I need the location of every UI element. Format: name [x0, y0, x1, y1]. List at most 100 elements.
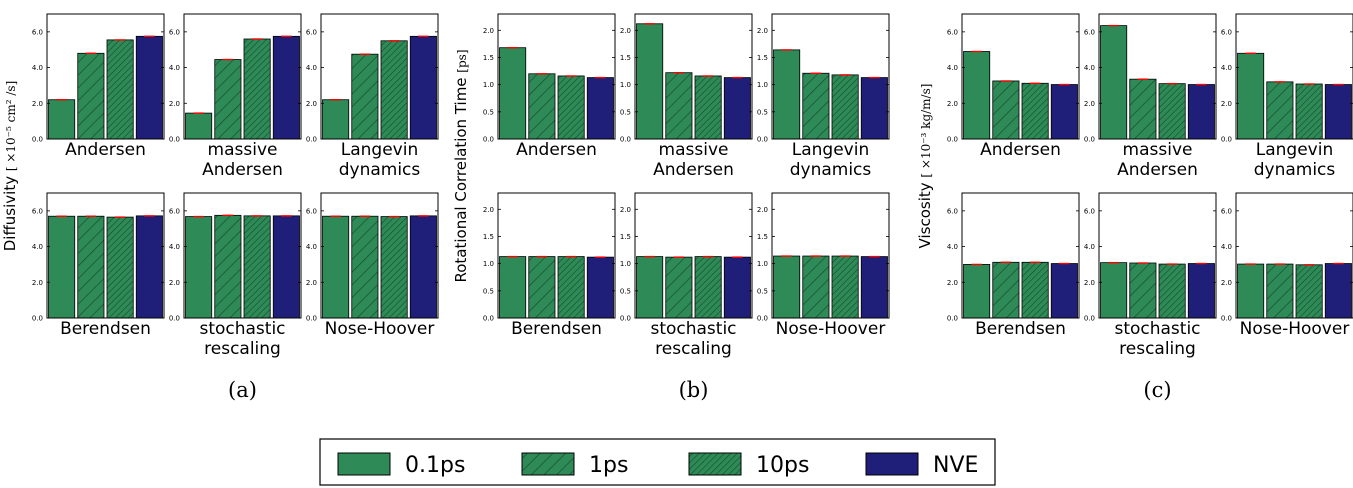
chart-group-1: 0.02.04.06.0Andersen0.02.04.06.0massiveA…	[1, 13, 439, 402]
panel: 0.0 2.0 4.0 6.0 Andersen	[32, 13, 165, 160]
y-tick-label: 0.0	[306, 315, 317, 323]
bar-0.1ps	[48, 99, 76, 140]
y-axis-label: Viscosity [ ×10⁻³ kg/m/s]	[916, 84, 934, 249]
bar-NVE	[860, 256, 888, 319]
panel-title: massive	[659, 140, 729, 160]
bar-10ps	[243, 38, 271, 140]
bar-0.1ps	[1237, 52, 1265, 140]
y-tick-label: 0.5	[483, 108, 494, 116]
bar-NVE	[1050, 84, 1078, 140]
bar-10ps	[1021, 261, 1049, 319]
panel-frame	[497, 13, 616, 140]
bar-1ps	[77, 52, 105, 140]
bar-10ps	[694, 256, 722, 319]
bar-0.1ps	[499, 47, 527, 140]
bar-10ps	[1021, 82, 1049, 140]
y-tick-label: 0.0	[1221, 136, 1232, 144]
y-tick-label: 1.5	[620, 233, 631, 241]
y-tick-label: 0.0	[757, 136, 768, 144]
y-tick-label: 6.0	[947, 207, 958, 215]
chart-group-2: 0.0 0.5 1.0 1.5 2.0 Andersen 0.0 0.5 1.0 1.5 2.0 ma…	[452, 13, 890, 402]
bar-NVE	[409, 35, 437, 140]
bar-10ps	[380, 216, 408, 319]
bar-NVE	[272, 35, 300, 140]
panel-frame	[771, 192, 890, 319]
bar-10ps	[831, 255, 859, 319]
bar-NVE	[723, 77, 751, 140]
y-axis-label: Rotational Correlation Time [ps]	[452, 49, 470, 282]
bar-10ps	[1158, 83, 1186, 140]
panel-title: Berendsen	[975, 319, 1066, 339]
panel: 0.0 2.0 4.0 6.0 Nose-Hoover	[1221, 192, 1353, 339]
bar-1ps	[992, 261, 1020, 319]
y-tick-label: 4.0	[306, 243, 317, 251]
panel: 0.0 2.0 4.0 6.0 Andersen	[947, 13, 1080, 160]
y-tick-label: 1.0	[757, 260, 768, 268]
bar-10ps	[831, 74, 859, 140]
bar-10ps	[106, 39, 134, 140]
bar-0.1ps	[185, 112, 213, 140]
bar-0.1ps	[185, 216, 213, 319]
y-tick-label: 2.0	[169, 100, 180, 108]
legend-swatch-0.1ps	[337, 452, 391, 476]
panel-frame	[771, 13, 890, 140]
y-tick-label: 2.0	[620, 27, 631, 35]
bar-NVE	[1324, 84, 1352, 140]
y-tick-label: 0.0	[306, 136, 317, 144]
panel-title: Nose-Hoover	[1240, 319, 1350, 339]
y-tick-label: 0.0	[757, 315, 768, 323]
panel-frame	[634, 13, 753, 140]
legend-swatch-NVE	[865, 452, 919, 476]
bar-1ps	[1266, 263, 1294, 319]
bar-1ps	[77, 215, 105, 319]
panel-frame	[497, 192, 616, 319]
bar-NVE	[409, 215, 437, 319]
panel-frame	[961, 13, 1080, 140]
y-tick-label: 1.0	[620, 81, 631, 89]
bar-NVE	[272, 215, 300, 319]
panel-title: dynamics	[1254, 160, 1336, 180]
bar-1ps	[1266, 81, 1294, 140]
bar-1ps	[802, 72, 830, 140]
y-tick-label: 6.0	[947, 28, 958, 36]
panel-title: Andersen	[65, 140, 146, 160]
subfigure-caption: (b)	[679, 378, 709, 402]
y-tick-label: 1.0	[483, 260, 494, 268]
y-tick-label: 4.0	[1084, 64, 1095, 72]
bar-NVE	[586, 256, 614, 319]
bar-1ps	[992, 80, 1020, 140]
y-tick-label: 0.0	[32, 136, 43, 144]
y-tick-label: 6.0	[306, 28, 317, 36]
panel-title: massive	[208, 140, 278, 160]
panel-title: rescaling	[204, 339, 281, 359]
y-tick-label: 2.0	[483, 27, 494, 35]
bar-NVE	[586, 77, 614, 140]
panel-title: Andersen	[202, 160, 283, 180]
bar-NVE	[1324, 263, 1352, 319]
y-tick-label: 4.0	[1084, 243, 1095, 251]
y-tick-label: 6.0	[1221, 28, 1232, 36]
bar-NVE	[723, 256, 751, 319]
y-tick-label: 4.0	[1221, 243, 1232, 251]
bar-1ps	[665, 72, 693, 140]
bar-1ps	[528, 73, 556, 140]
bar-10ps	[380, 40, 408, 140]
bar-1ps	[1129, 78, 1157, 140]
y-tick-label: 1.5	[483, 233, 494, 241]
y-tick-label: 2.0	[1084, 100, 1095, 108]
panel-title: Langevin	[792, 140, 869, 160]
y-tick-label: 4.0	[32, 64, 43, 72]
bar-10ps	[557, 75, 585, 140]
panel-title: Langevin	[1256, 140, 1333, 160]
bar-0.1ps	[773, 49, 801, 140]
panel: 0.0 2.0 4.0 6.0 Berendsen	[32, 192, 165, 339]
bar-0.1ps	[773, 255, 801, 319]
bar-10ps	[243, 215, 271, 319]
y-tick-label: 4.0	[306, 64, 317, 72]
y-tick-label: 6.0	[32, 28, 43, 36]
y-tick-label: 0.0	[483, 136, 494, 144]
panel-title: massive	[1123, 140, 1193, 160]
